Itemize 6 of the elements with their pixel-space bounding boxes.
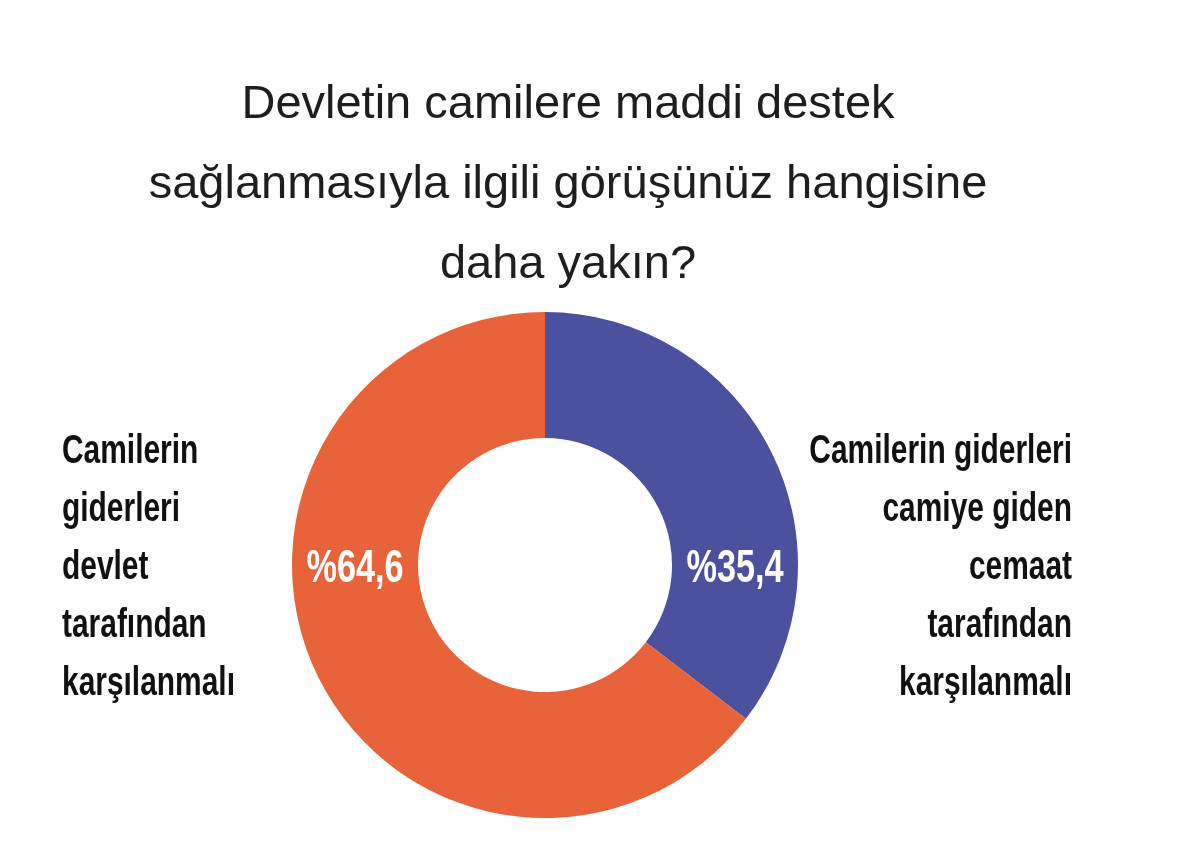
chart-title: Devletin camilere maddi destek sağlanmasıyla ilgili görüşünüz hangisine daha yakın? — [148, 75, 988, 288]
data-label: %35,4 — [686, 539, 784, 593]
slice-label: Camilerin giderleri camiye giden cemaat tarafından karşılanmalı — [809, 426, 1073, 705]
data-label: %64,6 — [306, 539, 404, 593]
donut-slice — [545, 312, 798, 719]
slice-label: Camilerin giderleri devlet tarafından karşılanmalı — [62, 426, 235, 705]
